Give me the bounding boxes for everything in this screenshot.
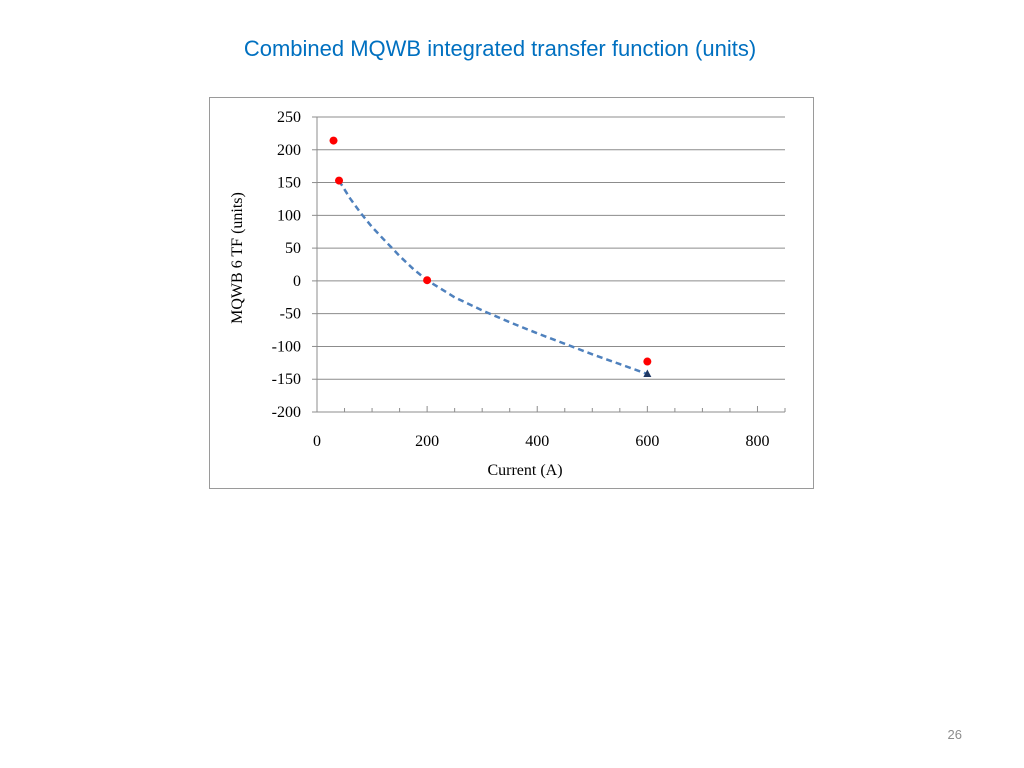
tick-labels: 250 200 150 100 50 0 -50 -100 -150 -200 0 200 400 600… <box>272 109 770 450</box>
y-tick-label: 150 <box>277 175 301 192</box>
y-tick-label: 200 <box>277 142 301 159</box>
slide-number: 26 <box>947 727 962 742</box>
y-tick-label: 100 <box>277 207 301 224</box>
y-axis-label: MQWB 6 TF (units) <box>229 192 246 324</box>
measured-point <box>643 357 652 366</box>
series <box>329 136 652 377</box>
x-tick-label: 0 <box>313 433 321 450</box>
slide-title: Combined MQWB integrated transfer functi… <box>243 36 757 61</box>
y-tick-label: -100 <box>272 338 301 355</box>
transfer-function-chart: 250 200 150 100 50 0 -50 -100 -150 -200 0 200 400 600… <box>229 109 786 479</box>
measured-point <box>335 176 344 185</box>
y-tick-label: -150 <box>272 371 301 388</box>
grid-lines <box>317 116 785 380</box>
y-tick-label: -50 <box>280 306 301 323</box>
y-tick-label: 50 <box>285 240 301 257</box>
x-tick-label: 600 <box>635 433 659 450</box>
fit-curve-line <box>337 179 648 376</box>
x-tick-label: 200 <box>415 433 439 450</box>
x-tick-label: 800 <box>745 433 769 450</box>
x-axis-label: Current (A) <box>487 462 562 479</box>
y-tick-label: -200 <box>272 404 301 421</box>
y-tick-label: 0 <box>293 273 301 290</box>
triangle-point <box>643 369 652 377</box>
x-tick-label: 400 <box>525 433 549 450</box>
y-tick-label: 250 <box>277 109 301 126</box>
measured-point <box>329 136 338 145</box>
axes <box>312 116 786 413</box>
chart-frame: 250 200 150 100 50 0 -50 -100 -150 -200 0 200 400 600… <box>209 97 814 489</box>
measured-point <box>423 276 432 285</box>
